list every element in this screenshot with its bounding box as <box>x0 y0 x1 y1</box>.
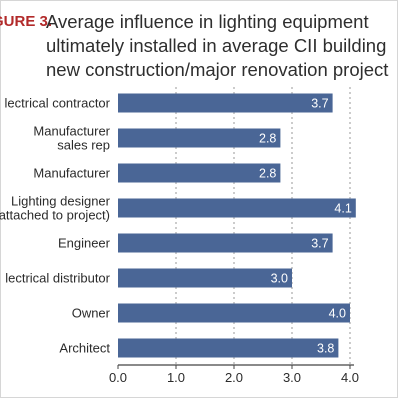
x-tick-label: 4.0 <box>341 370 359 385</box>
chart-title-line-2: ultimately installed in average CII buil… <box>46 35 387 56</box>
x-tick-label: 1.0 <box>167 370 185 385</box>
figure-header: GURE 3. Average influence in lighting eq… <box>0 0 400 82</box>
bar-value-label: 3.0 <box>271 272 288 286</box>
x-tick-label: 2.0 <box>225 370 243 385</box>
chart-title-line-3: new construction/major renovation projec… <box>46 59 389 80</box>
x-tick-label: 3.0 <box>283 370 301 385</box>
category-label: Manufacturer <box>33 166 110 181</box>
bar <box>118 338 339 358</box>
bar-value-label: 4.1 <box>334 202 351 216</box>
category-label: Lighting designer <box>11 194 111 209</box>
bar-value-label: 3.8 <box>317 342 334 356</box>
chart-title-line-1: Average influence in lighting equipment <box>46 11 369 32</box>
bar-value-label: 4.0 <box>329 307 346 321</box>
bar-value-label: 2.8 <box>259 132 276 146</box>
bar-value-label: 2.8 <box>259 167 276 181</box>
bar <box>118 233 333 253</box>
bar <box>118 268 292 288</box>
category-label: Architect <box>59 341 110 356</box>
category-label: Engineer <box>58 236 111 251</box>
bar <box>118 163 281 183</box>
category-label: Manufacturer <box>33 124 110 139</box>
category-label: lectrical contractor <box>5 96 111 111</box>
bar-value-label: 3.7 <box>311 97 328 111</box>
category-label: attached to project) <box>0 208 110 223</box>
bar <box>118 198 356 218</box>
category-label: Owner <box>72 306 111 321</box>
category-label: sales rep <box>57 138 110 153</box>
category-label: lectrical distributor <box>5 271 110 286</box>
figure-label: GURE 3. <box>0 13 53 30</box>
bar <box>118 93 333 113</box>
x-tick-label: 0.0 <box>109 370 127 385</box>
bar <box>118 303 350 323</box>
bar-value-label: 3.7 <box>311 237 328 251</box>
bar <box>118 128 281 148</box>
